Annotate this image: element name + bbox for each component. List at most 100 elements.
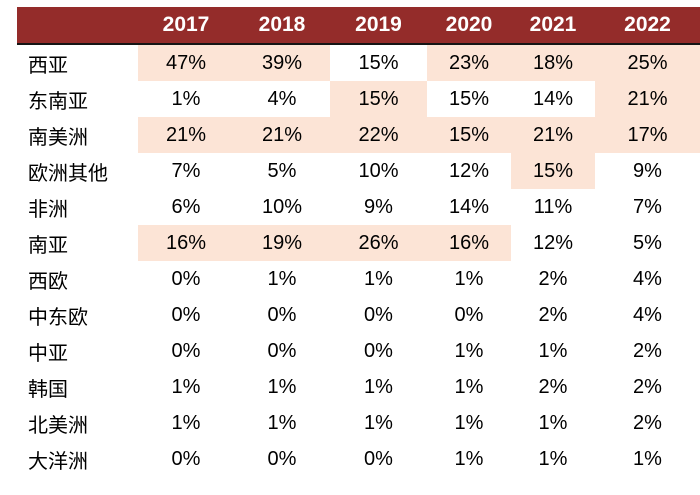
value-cell: 0% bbox=[267, 303, 297, 326]
year-header-2017: 2017 bbox=[162, 13, 210, 36]
value-cell: 7% bbox=[633, 195, 662, 218]
table-row: 南美洲 21% 21% 22% 15% 21% 17% bbox=[17, 117, 700, 153]
value-cell: 0% bbox=[454, 303, 484, 326]
value-cell: 2% bbox=[538, 375, 568, 398]
year-header-2021: 2021 bbox=[529, 13, 577, 36]
region-label: 西亚 bbox=[28, 54, 68, 77]
value-cell: 1% bbox=[454, 267, 484, 290]
value-cell: 15% bbox=[358, 51, 399, 74]
value-cell: 19% bbox=[234, 225, 330, 261]
table-row: 东南亚 1% 4% 15% 15% 14% 21% bbox=[17, 81, 700, 117]
value-cell: 1% bbox=[538, 411, 568, 434]
region-label: 西欧 bbox=[28, 270, 68, 293]
value-cell: 4% bbox=[633, 267, 662, 290]
value-cell: 1% bbox=[454, 375, 484, 398]
value-cell: 0% bbox=[171, 447, 201, 470]
region-label: 非洲 bbox=[28, 198, 68, 221]
value-cell: 9% bbox=[633, 159, 662, 182]
year-header-2018: 2018 bbox=[258, 13, 306, 36]
value-cell: 2% bbox=[633, 375, 662, 398]
region-label: 中亚 bbox=[28, 342, 68, 365]
value-cell: 1% bbox=[538, 447, 568, 470]
table-row: 中亚 0% 0% 0% 1% 1% 2% bbox=[17, 333, 700, 369]
value-cell: 14% bbox=[532, 87, 574, 110]
value-cell: 2% bbox=[538, 267, 568, 290]
value-cell: 4% bbox=[267, 87, 297, 110]
value-cell: 1% bbox=[171, 375, 201, 398]
value-cell: 47% bbox=[138, 45, 234, 81]
value-cell: 1% bbox=[364, 375, 393, 398]
value-cell: 1% bbox=[364, 267, 393, 290]
value-cell: 16% bbox=[427, 225, 511, 261]
value-cell: 2% bbox=[538, 303, 568, 326]
region-label: 韩国 bbox=[28, 378, 68, 401]
value-cell: 15% bbox=[330, 81, 427, 117]
table-row: 大洋洲 0% 0% 0% 1% 1% 1% bbox=[17, 441, 700, 477]
value-cell: 10% bbox=[261, 195, 303, 218]
header-corner-cell bbox=[17, 7, 138, 43]
value-cell: 39% bbox=[234, 45, 330, 81]
value-cell: 1% bbox=[364, 411, 393, 434]
table-row: 非洲 6% 10% 9% 14% 11% 7% bbox=[17, 189, 700, 225]
region-label: 北美洲 bbox=[28, 414, 88, 437]
value-cell: 0% bbox=[267, 339, 297, 362]
value-cell: 1% bbox=[454, 447, 484, 470]
table-row: 北美洲 1% 1% 1% 1% 1% 2% bbox=[17, 405, 700, 441]
value-cell: 6% bbox=[171, 195, 201, 218]
value-cell: 15% bbox=[511, 153, 595, 189]
value-cell: 10% bbox=[358, 159, 399, 182]
table-row: 南亚 16% 19% 26% 16% 12% 5% bbox=[17, 225, 700, 261]
table-header-row: 2017 2018 2019 2020 2021 2022 bbox=[17, 7, 700, 45]
value-cell: 0% bbox=[364, 303, 393, 326]
value-cell: 23% bbox=[427, 45, 511, 81]
value-cell: 12% bbox=[532, 231, 574, 254]
table-row: 欧洲其他 7% 5% 10% 12% 15% 9% bbox=[17, 153, 700, 189]
value-cell: 7% bbox=[171, 159, 201, 182]
value-cell: 1% bbox=[171, 411, 201, 434]
year-header-2020: 2020 bbox=[445, 13, 493, 36]
region-label: 南美洲 bbox=[28, 126, 88, 149]
value-cell: 16% bbox=[138, 225, 234, 261]
value-cell: 21% bbox=[511, 117, 595, 153]
value-cell: 0% bbox=[364, 339, 393, 362]
value-cell: 25% bbox=[595, 45, 700, 81]
value-cell: 1% bbox=[171, 87, 201, 110]
value-cell: 5% bbox=[267, 159, 297, 182]
value-cell: 2% bbox=[633, 339, 662, 362]
value-cell: 17% bbox=[595, 117, 700, 153]
value-cell: 21% bbox=[595, 81, 700, 117]
value-cell: 0% bbox=[171, 339, 201, 362]
region-label: 南亚 bbox=[28, 234, 68, 257]
value-cell: 22% bbox=[330, 117, 427, 153]
value-cell: 1% bbox=[267, 375, 297, 398]
value-cell: 15% bbox=[448, 87, 490, 110]
value-cell: 21% bbox=[138, 117, 234, 153]
value-cell: 1% bbox=[538, 339, 568, 362]
value-cell: 9% bbox=[364, 195, 393, 218]
region-year-percentage-table: 2017 2018 2019 2020 2021 2022 西亚 47% 39% 15% 23% 1… bbox=[17, 7, 700, 477]
value-cell: 21% bbox=[234, 117, 330, 153]
table-row: 中东欧 0% 0% 0% 0% 2% 4% bbox=[17, 297, 700, 333]
value-cell: 0% bbox=[267, 447, 297, 470]
value-cell: 14% bbox=[448, 195, 490, 218]
value-cell: 1% bbox=[633, 447, 662, 470]
table-row: 西欧 0% 1% 1% 1% 2% 4% bbox=[17, 261, 700, 297]
value-cell: 0% bbox=[171, 267, 201, 290]
value-cell: 15% bbox=[427, 117, 511, 153]
value-cell: 18% bbox=[511, 45, 595, 81]
region-label: 欧洲其他 bbox=[28, 162, 108, 185]
region-label: 东南亚 bbox=[28, 90, 88, 113]
table-row: 韩国 1% 1% 1% 1% 2% 2% bbox=[17, 369, 700, 405]
year-header-2022: 2022 bbox=[624, 13, 671, 36]
value-cell: 12% bbox=[448, 159, 490, 182]
table-body: 西亚 47% 39% 15% 23% 18% 25% 东南亚 1% 4% 15% 15% 14% 21% 南… bbox=[17, 45, 700, 477]
region-label: 中东欧 bbox=[28, 306, 88, 329]
table-row: 西亚 47% 39% 15% 23% 18% 25% bbox=[17, 45, 700, 81]
value-cell: 11% bbox=[533, 195, 573, 218]
value-cell: 0% bbox=[171, 303, 201, 326]
value-cell: 26% bbox=[330, 225, 427, 261]
value-cell: 1% bbox=[267, 411, 297, 434]
region-label: 大洋洲 bbox=[28, 450, 88, 473]
value-cell: 0% bbox=[364, 447, 393, 470]
